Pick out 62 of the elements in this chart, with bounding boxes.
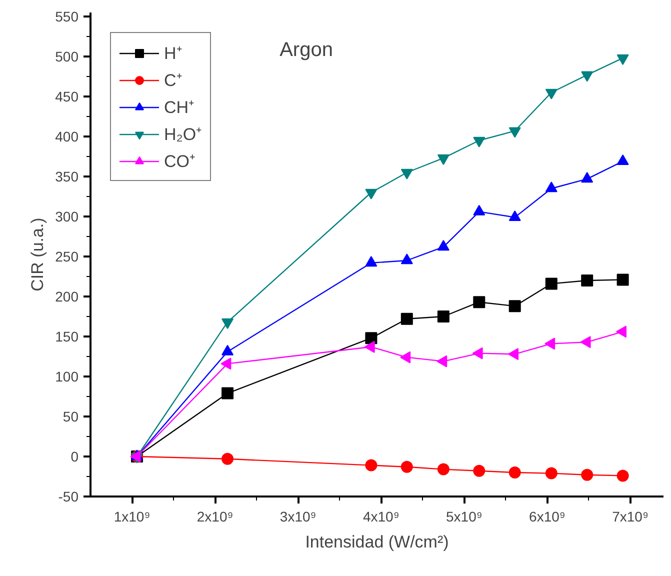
point [616, 54, 629, 65]
point [437, 310, 450, 322]
legend-label: H₂O⁺ [164, 124, 202, 145]
point [365, 459, 378, 472]
point [473, 136, 486, 148]
point [544, 338, 556, 350]
y-tick-label: 100 [55, 368, 79, 384]
legend-label: CH⁺ [164, 97, 195, 118]
x-tick-label: 2x10⁹ [196, 508, 234, 524]
y-tick-label: 0 [70, 448, 79, 464]
point [222, 452, 234, 465]
y-tick-label: 300 [55, 208, 79, 224]
x-axis-title: Intensidad (W/cm²) [305, 532, 449, 552]
x-tick-label: 5x10⁹ [446, 508, 482, 524]
y-tick-label: 50 [62, 408, 79, 424]
point [400, 460, 413, 473]
point [508, 127, 521, 138]
point [365, 332, 378, 344]
x-tick-label: 6x10⁹ [529, 508, 566, 524]
point [508, 348, 519, 360]
legend-label: H⁺ [164, 43, 184, 64]
y-tick-label: 500 [55, 48, 79, 64]
point [400, 168, 413, 180]
point [473, 464, 486, 477]
point [616, 326, 626, 338]
y-tick-label: 450 [55, 88, 79, 104]
point [437, 154, 450, 165]
point [581, 71, 594, 82]
point [472, 347, 483, 360]
x-tick-label: 3x10⁹ [280, 508, 316, 524]
y-axis-title: CIR (u.a.) [28, 218, 48, 292]
point [545, 88, 558, 100]
point [581, 468, 594, 481]
point [222, 318, 234, 329]
point [580, 336, 591, 348]
point [365, 188, 378, 200]
point [508, 466, 521, 478]
y-tick-label: 400 [55, 128, 79, 144]
y-tick-label: -50 [58, 488, 79, 504]
legend-label: CO⁺ [164, 151, 196, 172]
y-tick-label: 550 [55, 8, 79, 24]
text: Argon [280, 38, 333, 61]
y-tick-label: 350 [55, 168, 79, 184]
point [222, 387, 234, 400]
point [545, 278, 558, 290]
point [473, 296, 486, 308]
point [437, 463, 450, 476]
point [545, 467, 558, 480]
point [508, 300, 521, 312]
x-tick-label: 4x10⁹ [362, 508, 400, 524]
x-tick-label: 7x10⁹ [612, 508, 648, 524]
y-tick-label: 150 [55, 328, 79, 344]
point [616, 470, 629, 482]
legend-label: C⁺ [164, 70, 184, 91]
point [400, 312, 413, 325]
point [616, 274, 629, 286]
y-tick-label: 250 [55, 248, 79, 264]
y-tick-label: 200 [55, 288, 79, 304]
point [581, 274, 594, 286]
point [400, 351, 411, 364]
x-tick-label: 1x10⁹ [114, 508, 150, 524]
point [436, 355, 448, 368]
